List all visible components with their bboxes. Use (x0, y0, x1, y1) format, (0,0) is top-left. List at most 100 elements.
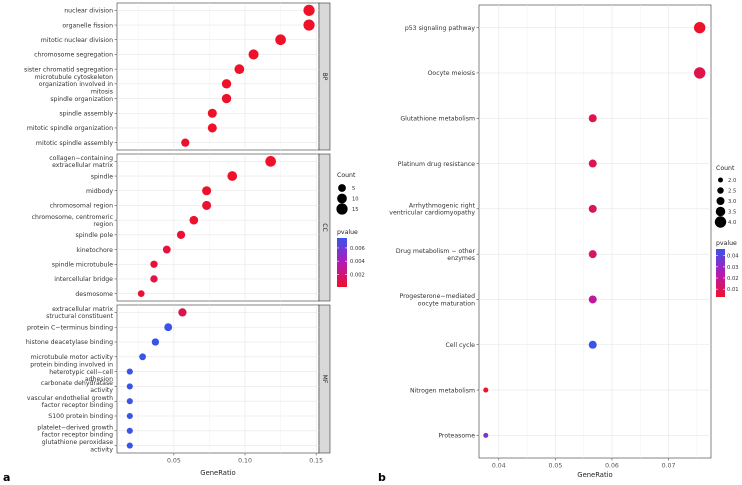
data-point (202, 200, 212, 210)
panel-a: BP nuclear division organelle fission mitot… (3, 2, 366, 484)
category-label: spindle organization (50, 96, 113, 103)
data-point (275, 34, 286, 46)
data-point (588, 340, 597, 349)
pvalue-legend-title: pvalue (337, 229, 358, 236)
category-label: p53 signaling pathway (405, 25, 476, 32)
category-label: Nitrogen metabolism (410, 387, 475, 394)
x-tick-label: 0.06 (605, 463, 619, 470)
data-point (126, 383, 133, 390)
data-point (126, 442, 133, 449)
category-label: protein C−terminus binding (27, 324, 113, 331)
count-legend-label: 4.0 (728, 220, 736, 226)
data-point (221, 93, 232, 104)
data-point (227, 171, 238, 181)
category-label: Platinum drug resistance (398, 161, 475, 168)
pvalue-colorbar (337, 238, 347, 287)
category-label: midbody (86, 188, 113, 195)
count-legend-label: 2.0 (728, 178, 736, 184)
x-tick-label: 0.15 (309, 458, 323, 465)
facet-strip-label: CC (321, 223, 328, 231)
data-point (265, 156, 276, 167)
category-label: S100 protein binding (48, 413, 113, 420)
data-point (178, 308, 187, 317)
category-label: chromosome, centromeric region (32, 214, 114, 228)
pvalue-legend-label: 0.04 (727, 254, 739, 260)
category-label: microtubule motor activity (31, 354, 114, 361)
count-legend-title: Count (716, 165, 735, 172)
facet-strip-label: MF (321, 375, 328, 384)
category-label: vascular endothelial growth factor recept… (27, 395, 113, 409)
category-label: platelet−derived growth factor receptor b… (37, 424, 113, 438)
pvalue-colorbar (716, 249, 725, 297)
facet-CC-panel (116, 153, 320, 302)
pvalue-legend-label: 0.002 (350, 272, 365, 278)
count-legend-label: 3.0 (728, 199, 736, 205)
x-tick-label: 0.05 (548, 463, 562, 470)
pvalue-legend-label: 0.006 (350, 246, 365, 252)
data-point (176, 230, 186, 239)
count-legend-title: Count (337, 172, 356, 179)
count-legend-dot (337, 193, 347, 204)
data-point (162, 245, 171, 254)
pvalue-legend-title: pvalue (716, 240, 737, 247)
panel-b-frame (478, 4, 712, 459)
category-label: mitotic spindle assembly (36, 140, 113, 147)
category-label: mitotic nuclear division (41, 37, 113, 44)
category-label: microtubule cytoskeleton organization inv… (35, 74, 113, 95)
facet-MF-panel (116, 304, 320, 454)
count-legend-dot (716, 197, 725, 205)
panel-label: a (3, 471, 10, 484)
x-axis-title: GeneRatio (200, 469, 235, 477)
count-legend-dot (717, 187, 724, 194)
category-label: carbonate dehydratase activity (41, 380, 114, 394)
category-label: collagen−containing extracellular matrix (49, 155, 113, 169)
data-point (303, 4, 315, 16)
data-point (150, 275, 158, 283)
data-point (202, 186, 212, 196)
count-legend-label: 2.5 (728, 189, 736, 195)
data-point (588, 295, 597, 304)
category-label: spindle microtubule (52, 261, 113, 268)
category-label: Cell cycle (445, 342, 475, 349)
category-label: spindle pole (76, 232, 114, 239)
data-point (234, 64, 245, 75)
data-point (207, 123, 217, 133)
category-label: desmosome (75, 291, 113, 298)
category-label: Glutathione metabolism (400, 115, 475, 122)
count-legend-label: 3.5 (728, 210, 736, 216)
data-point (588, 250, 597, 259)
data-point (139, 353, 146, 361)
data-point (126, 398, 133, 405)
category-label: Arrhythmogenic right ventricular cardiomy… (389, 202, 475, 216)
data-point (303, 19, 315, 31)
count-legend-label: 5 (352, 186, 355, 192)
count-legend-dot (714, 216, 727, 228)
facet-BP-panel (116, 2, 320, 151)
facet-strip (318, 304, 331, 454)
category-label: chromosome segregation (34, 52, 113, 59)
category-label: Proteasome (438, 433, 475, 440)
category-label: Drug metabolism − other enzymes (396, 248, 476, 262)
panel-label: b (378, 471, 386, 484)
x-tick-label: 0.05 (167, 458, 181, 465)
pvalue-legend-label: 0.02 (727, 276, 739, 282)
count-legend-dot (718, 177, 723, 183)
pvalue-legend-label: 0.004 (350, 259, 366, 265)
data-point (483, 387, 489, 393)
count-legend-dot (715, 206, 726, 217)
count-legend-label: 10 (352, 197, 359, 203)
facet-strip (318, 153, 331, 302)
category-label: kinetochore (76, 247, 113, 254)
data-point (189, 215, 199, 225)
category-label: organelle fission (62, 22, 113, 29)
data-point (588, 159, 597, 168)
data-point (248, 49, 259, 60)
category-label: mitotic spindle organization (27, 125, 113, 132)
pvalue-legend-label: 0.03 (727, 265, 739, 271)
data-point (164, 323, 173, 332)
category-label: nuclear division (64, 8, 113, 15)
count-legend-label: 15 (352, 207, 359, 213)
category-label: chromosomal region (50, 203, 113, 210)
data-point (221, 79, 232, 89)
